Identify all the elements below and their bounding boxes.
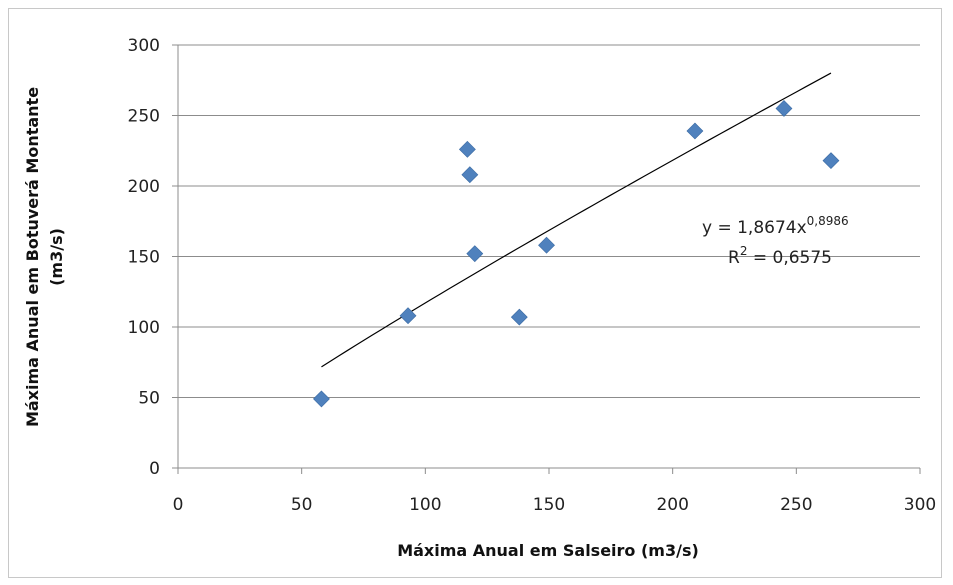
y-tick-label: 200 [128,177,160,197]
x-tick-label: 300 [904,495,936,515]
y-tick-label: 0 [149,459,160,479]
axes [172,44,921,474]
data-point [313,390,330,408]
data-point [399,307,417,325]
data-point [822,152,840,170]
data-points [313,100,840,408]
y-axis-title-line1: Máxima Anual em Botuverá Montante [23,87,42,427]
data-point [461,166,479,184]
x-tick-label: 0 [173,495,184,515]
y-tick-label: 250 [128,107,160,127]
y-tick-label: 150 [128,248,160,268]
data-point [686,122,704,140]
x-axis-title: Máxima Anual em Salseiro (m3/s) [397,541,699,560]
x-tick-label: 200 [656,495,688,515]
x-tick-label: 50 [291,495,313,515]
grid-lines [178,44,920,398]
data-point [510,308,528,326]
y-tick-label: 100 [128,318,160,338]
data-point [458,140,476,158]
data-point [466,245,484,263]
tick-labels: 0 50 100 150 200 250 300 0 50 100 150 200 250 300 [128,36,937,515]
y-tick-label: 50 [138,389,160,409]
r-squared-label: R2 = 0,6575 [728,244,832,268]
data-point [538,236,555,254]
x-tick-label: 250 [780,495,812,515]
y-axis-title-line2: (m3/s) [47,228,66,286]
x-tick-label: 150 [533,495,565,515]
data-point [775,100,793,117]
y-tick-label: 300 [128,36,160,56]
x-tick-label: 100 [409,495,441,515]
trendline-equation: y = 1,8674x0,8986 [702,214,849,238]
